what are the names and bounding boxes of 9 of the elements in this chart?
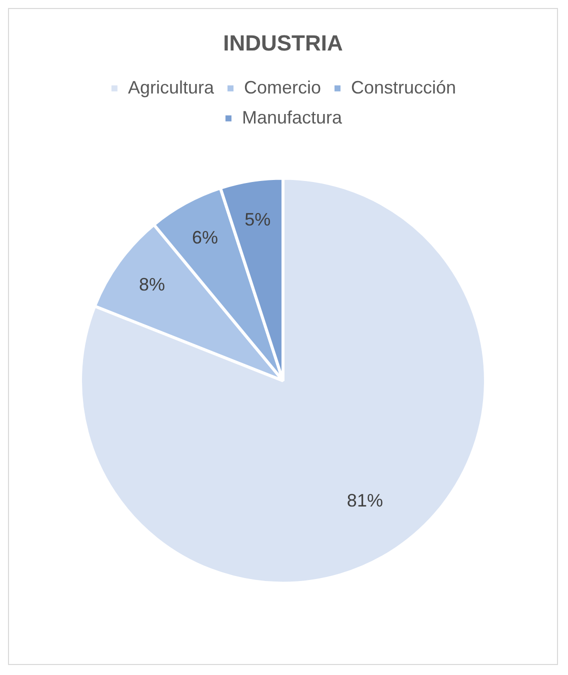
legend-label: Manufactura [242,107,344,128]
legend-label: Comercio [244,77,322,98]
legend-label: Construcción [351,77,456,98]
data-label: 8% [138,274,165,294]
legend-label: Agricultura [128,77,215,98]
data-label: 5% [244,210,271,230]
data-label: 81% [346,490,383,510]
data-label: 6% [192,228,218,248]
chart-title: INDUSTRIA [223,30,343,56]
